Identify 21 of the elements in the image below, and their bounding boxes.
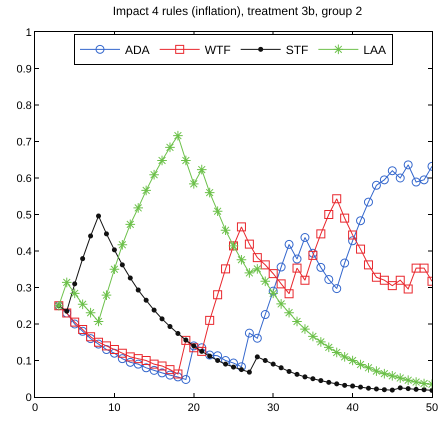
x-tick-label: 10	[108, 402, 121, 414]
y-tick-label: 0.7	[16, 136, 32, 148]
y-tick-label: 0.8	[16, 100, 32, 112]
y-tick-label: 0.9	[16, 63, 32, 76]
x-tick-label: 20	[188, 402, 200, 414]
legend-label: WTF	[204, 43, 231, 58]
y-tick-label: 0.4	[16, 246, 32, 258]
y-tick-label: 0.3	[16, 282, 32, 294]
y-tick-label: 0.5	[16, 209, 32, 222]
x-tick-label: 50	[426, 402, 438, 414]
y-tick-label: 0	[26, 392, 32, 404]
y-tick-label: 0.6	[16, 172, 32, 185]
chart-title: Impact 4 rules (inflation), treatment 3b, group 2	[112, 4, 362, 18]
x-tick-label: 40	[346, 402, 359, 414]
x-tick-label: 30	[267, 402, 280, 414]
y-tick-label: 1	[26, 26, 32, 39]
legend-label: LAA	[363, 43, 386, 58]
y-tick-label: 0.1	[16, 355, 32, 368]
y-tick-label: 0.2	[16, 318, 32, 331]
legend-label: STF	[286, 43, 308, 58]
legend-label: ADA	[125, 43, 150, 58]
